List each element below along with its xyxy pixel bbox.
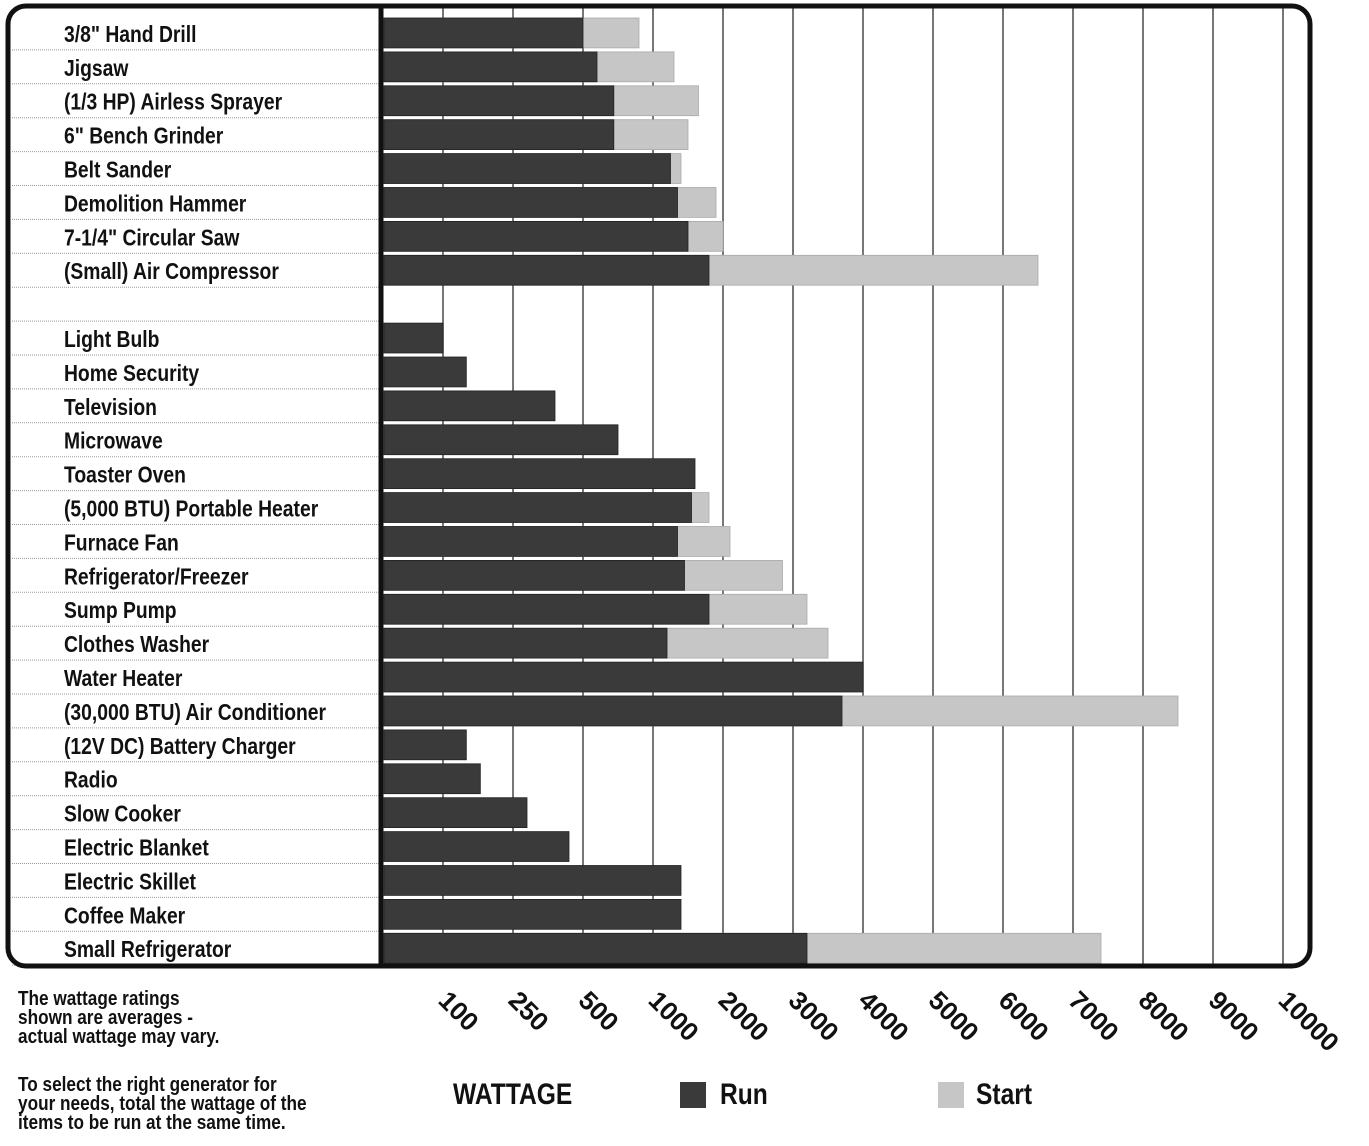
- run-bar: [383, 627, 668, 659]
- x-tick-label: 1000: [643, 985, 705, 1047]
- category-label: (5,000 BTU) Portable Heater: [64, 497, 318, 522]
- legend-start-swatch: [938, 1082, 964, 1108]
- x-tick-label: 6000: [993, 985, 1055, 1047]
- x-axis-title: WATTAGE: [453, 1078, 573, 1111]
- bars: [383, 17, 1179, 964]
- category-label: (Small) Air Compressor: [64, 260, 279, 285]
- run-bar: [383, 932, 808, 964]
- category-label: Sump Pump: [64, 599, 177, 624]
- wattage-disclaimer: The wattage ratings shown are averages -…: [18, 988, 345, 1048]
- category-label: Slow Cooker: [64, 802, 181, 827]
- category-label: Jigsaw: [64, 56, 129, 81]
- run-bar: [383, 458, 696, 490]
- run-bar: [383, 763, 481, 795]
- run-bar: [383, 187, 678, 218]
- run-bar: [383, 526, 678, 557]
- run-bar: [383, 593, 710, 625]
- run-bar: [383, 254, 710, 286]
- x-tick-label: 250: [503, 985, 555, 1037]
- x-tick-labels: 100 250 500 1000 2000 3000 4000 5000 6000 7000 800…: [433, 985, 1345, 1057]
- category-label: Light Bulb: [64, 328, 159, 353]
- note-line-6: items to be run at the same time.: [18, 1112, 286, 1134]
- run-bar: [383, 153, 671, 184]
- x-tick-label: 9000: [1203, 985, 1265, 1047]
- note-line-4: To select the right generator for: [18, 1074, 277, 1096]
- category-label: Microwave: [64, 429, 163, 454]
- category-label: 6" Bench Grinder: [64, 124, 223, 149]
- note-line-3: actual wattage may vary.: [18, 1026, 220, 1048]
- x-tick-label: 8000: [1133, 985, 1195, 1047]
- legend-run-label: Run: [720, 1078, 768, 1111]
- category-label: Electric Blanket: [64, 836, 209, 861]
- x-tick-label: 4000: [853, 985, 915, 1047]
- chart-frame: [5, 3, 1313, 969]
- run-bar: [383, 865, 682, 896]
- run-bar: [383, 797, 528, 829]
- legend-start-label: Start: [976, 1078, 1033, 1111]
- run-bar: [383, 119, 615, 150]
- run-bar: [383, 424, 619, 456]
- category-label: Belt Sander: [64, 158, 171, 183]
- category-label: Electric Skillet: [64, 870, 196, 895]
- category-label: Furnace Fan: [64, 531, 179, 556]
- category-label: Radio: [64, 768, 118, 793]
- category-label: Coffee Maker: [64, 904, 185, 929]
- x-tick-label: 100: [433, 985, 485, 1037]
- run-bar: [383, 729, 467, 761]
- run-bar: [383, 51, 598, 83]
- run-bar: [383, 661, 864, 693]
- category-label: Clothes Washer: [64, 633, 209, 658]
- category-label: Water Heater: [64, 667, 182, 692]
- x-tick-label: 10000: [1273, 985, 1345, 1057]
- legend-run-swatch: [680, 1082, 706, 1108]
- run-bar: [383, 356, 467, 388]
- run-bar: [383, 492, 692, 523]
- x-tick-label: 2000: [713, 985, 775, 1047]
- category-label: 3/8" Hand Drill: [64, 22, 197, 47]
- category-label: Television: [64, 395, 157, 420]
- category-label: Demolition Hammer: [64, 192, 246, 217]
- run-bar: [383, 85, 615, 117]
- category-label: 7-1/4" Circular Saw: [64, 226, 240, 251]
- category-label: (30,000 BTU) Air Conditioner: [64, 700, 326, 725]
- run-bar: [383, 560, 685, 591]
- category-label: Home Security: [64, 361, 199, 386]
- category-label: Toaster Oven: [64, 463, 186, 488]
- selection-instructions: To select the right generator for your n…: [18, 1074, 345, 1134]
- note-line-5: your needs, total the wattage of the: [18, 1093, 307, 1115]
- category-label: Small Refrigerator: [64, 938, 231, 963]
- category-label: Refrigerator/Freezer: [64, 565, 249, 590]
- run-bar: [383, 322, 444, 354]
- category-label: (1/3 HP) Airless Sprayer: [64, 90, 282, 115]
- x-tick-label: 3000: [783, 985, 845, 1047]
- note-line-2: shown are averages -: [18, 1007, 193, 1029]
- x-tick-label: 5000: [923, 985, 985, 1047]
- x-tick-label: 7000: [1063, 985, 1125, 1047]
- run-bar: [383, 17, 584, 49]
- run-bar: [383, 220, 689, 252]
- run-bar: [383, 695, 843, 727]
- run-bar: [383, 831, 570, 862]
- category-labels: 3/8" Hand Drill Jigsaw (1/3 HP) Airless Sp…: [64, 22, 326, 962]
- run-bar: [383, 390, 556, 422]
- run-bar: [383, 899, 682, 930]
- category-label: (12V DC) Battery Charger: [64, 734, 296, 759]
- x-tick-label: 500: [573, 985, 625, 1037]
- note-line-1: The wattage ratings: [18, 988, 180, 1010]
